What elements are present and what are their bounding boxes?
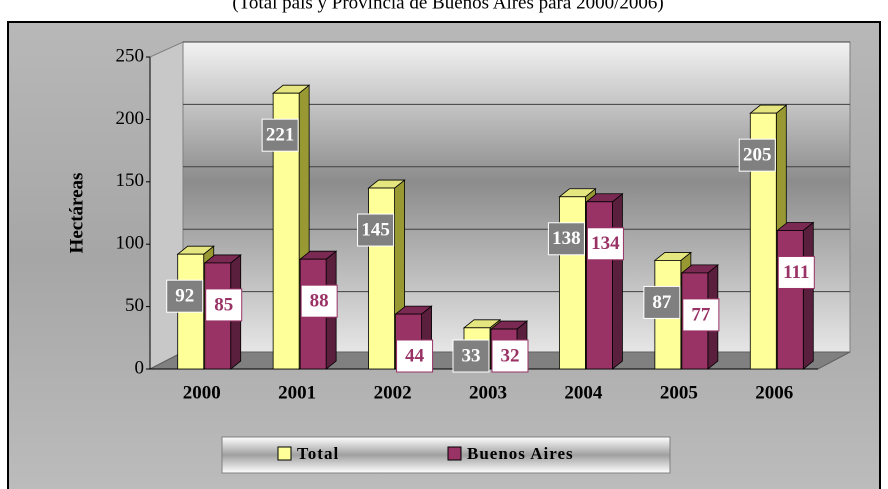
data-label-box (491, 339, 529, 373)
data-label: 32 (501, 345, 520, 366)
data-label: 77 (691, 304, 711, 325)
data-label-box (452, 339, 490, 373)
data-label: 205 (743, 145, 772, 166)
subtitle: (Total país y Provincia de Buenos Aires … (232, 0, 663, 13)
data-label: 44 (405, 345, 425, 366)
data-label-box (777, 255, 815, 289)
data-label-box (547, 222, 585, 256)
x-tick-label: 2002 (374, 382, 412, 403)
data-label: 88 (310, 291, 329, 312)
data-label-box (205, 288, 243, 322)
data-label: 33 (462, 345, 481, 366)
data-label-box (586, 227, 624, 261)
data-label: 145 (361, 219, 390, 240)
data-label-box (396, 339, 434, 373)
y-tick-label: 250 (116, 45, 145, 66)
x-tick-label: 2001 (278, 382, 316, 403)
data-label-box (357, 213, 395, 247)
y-tick-label: 100 (116, 233, 145, 254)
data-label: 111 (783, 262, 809, 283)
x-tick-label: 2006 (755, 382, 793, 403)
x-tick-label: 2000 (183, 382, 221, 403)
x-tick-label: 2005 (660, 382, 698, 403)
y-axis-label: Hectáreas (66, 173, 87, 254)
x-tick-label: 2003 (469, 382, 507, 403)
y-tick-label: 150 (116, 170, 145, 191)
y-tick-label: 50 (125, 295, 144, 316)
x-tick-label: 2004 (564, 382, 603, 403)
bar-side (802, 221, 814, 370)
bar (776, 230, 804, 370)
bar (586, 201, 613, 370)
data-label: 92 (175, 286, 194, 307)
data-label-box (300, 284, 338, 318)
data-label-box (643, 285, 681, 319)
data-label-box (261, 118, 299, 152)
data-label: 138 (552, 228, 581, 249)
legend-swatch (447, 446, 462, 461)
legend (221, 436, 671, 474)
y-tick-label: 200 (116, 108, 145, 129)
data-label-box (682, 298, 720, 332)
legend-label: Buenos Aires (467, 444, 574, 463)
data-label: 85 (214, 294, 233, 315)
data-label: 134 (591, 233, 620, 254)
data-label: 221 (266, 125, 295, 146)
data-label: 87 (652, 292, 672, 313)
data-label-box (738, 138, 776, 172)
legend-label: Total (297, 444, 339, 463)
legend-swatch (277, 446, 292, 461)
y-tick-label: 0 (135, 357, 145, 378)
data-label-box (166, 279, 204, 313)
bar-side (612, 192, 623, 370)
